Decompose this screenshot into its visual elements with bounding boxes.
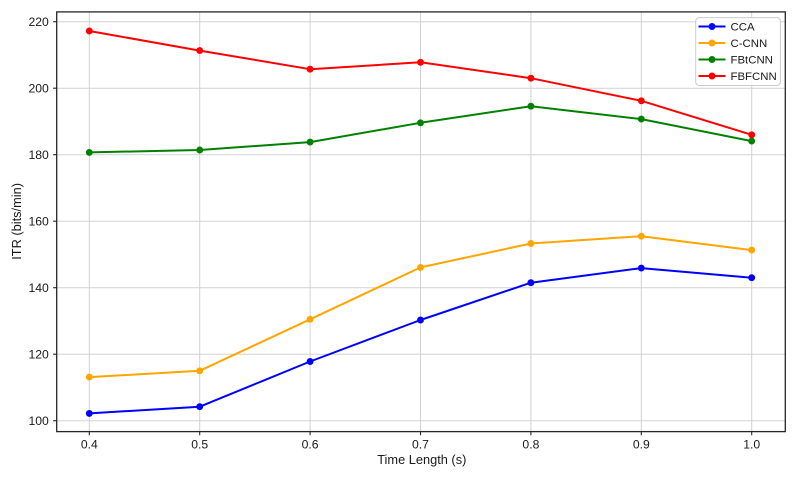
svg-text:200: 200 [28, 82, 49, 96]
svg-text:0.4: 0.4 [81, 438, 98, 452]
svg-text:140: 140 [28, 281, 49, 295]
svg-text:0.8: 0.8 [522, 438, 539, 452]
svg-text:ITR (bits/min): ITR (bits/min) [9, 183, 24, 260]
svg-text:160: 160 [28, 215, 49, 229]
svg-text:FBtCNN: FBtCNN [731, 55, 773, 67]
svg-text:C-CNN: C-CNN [731, 38, 768, 50]
svg-text:120: 120 [28, 348, 49, 362]
svg-text:Time Length (s): Time Length (s) [377, 452, 466, 467]
svg-text:220: 220 [28, 15, 49, 29]
svg-text:180: 180 [28, 148, 49, 162]
svg-text:1.0: 1.0 [743, 438, 760, 452]
svg-text:0.5: 0.5 [191, 438, 208, 452]
svg-text:0.6: 0.6 [302, 438, 319, 452]
svg-text:FBFCNN: FBFCNN [731, 71, 777, 83]
svg-text:CCA: CCA [731, 22, 755, 34]
svg-text:0.9: 0.9 [633, 438, 650, 452]
svg-text:100: 100 [28, 414, 49, 428]
svg-text:0.7: 0.7 [412, 438, 429, 452]
